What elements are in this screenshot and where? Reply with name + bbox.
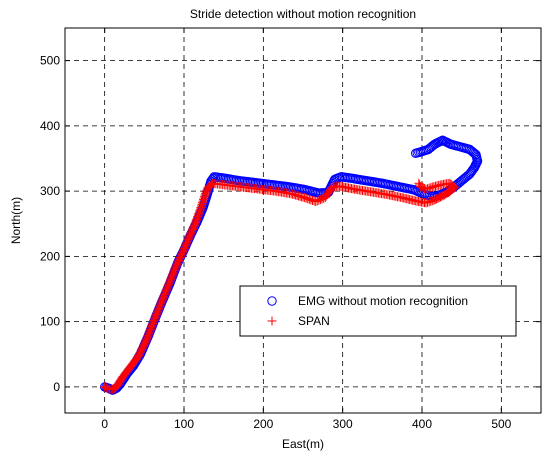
y-tick-label: 0 (53, 380, 60, 394)
x-tick-label: 100 (174, 417, 194, 431)
series-span (100, 178, 460, 395)
span-point (326, 184, 336, 194)
legend-marker (267, 316, 277, 326)
legend-label: SPAN (298, 314, 330, 328)
legend: EMG without motion recognition SPAN (239, 285, 517, 337)
emg-point (410, 148, 421, 158)
y-axis-label: North(m) (9, 197, 23, 244)
span-point (415, 180, 425, 190)
x-axis-label: East(m) (282, 437, 324, 451)
legend-items: EMG without motion recognition SPAN (267, 294, 468, 328)
chart-title: Stride detection without motion recognit… (190, 7, 416, 21)
y-tick-label: 200 (40, 249, 60, 263)
span-point (447, 180, 457, 190)
x-tick-label: 0 (101, 417, 108, 431)
x-tick-label: 300 (333, 417, 353, 431)
span-point (414, 178, 424, 188)
y-tick-label: 400 (40, 119, 60, 133)
x-tick-label: 500 (491, 417, 511, 431)
y-tick-label: 300 (40, 184, 60, 198)
x-tick-label: 200 (253, 417, 273, 431)
axis-ticks: 0 100 200 300 400 500 0 100 200 300 400 500 (40, 28, 541, 431)
emg-point (208, 173, 218, 184)
plot-frame (64, 27, 542, 414)
data-layer (99, 135, 483, 395)
legend-marker (267, 296, 277, 306)
x-tick-label: 400 (412, 417, 432, 431)
legend-label: EMG without motion recognition (298, 294, 468, 308)
y-tick-label: 100 (40, 315, 60, 329)
span-point (205, 181, 215, 191)
y-tick-label: 500 (40, 54, 60, 68)
legend-box (239, 285, 517, 337)
